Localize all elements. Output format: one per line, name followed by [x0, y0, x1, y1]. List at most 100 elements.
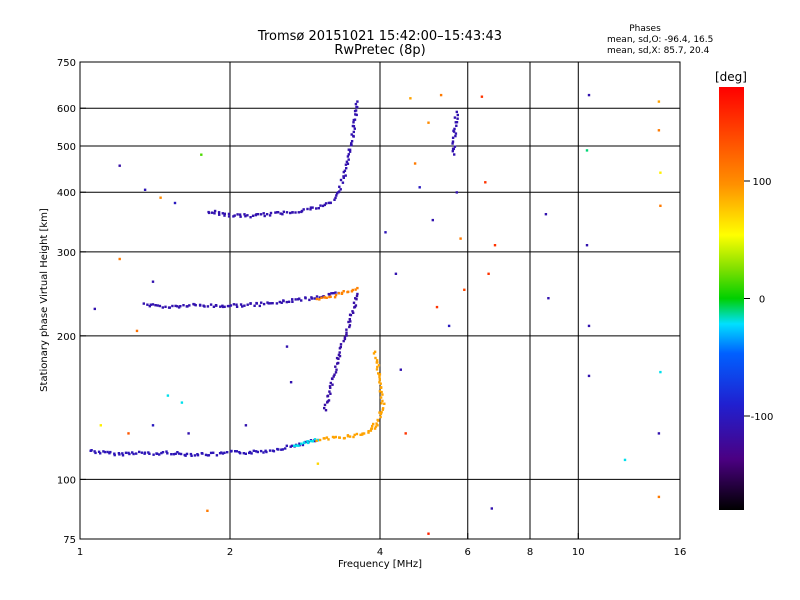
trace-point	[176, 305, 179, 308]
trace-point	[215, 454, 219, 457]
scatter-point	[180, 401, 184, 404]
trace-point	[340, 291, 344, 295]
scatter-point	[135, 329, 139, 333]
trace-point	[251, 214, 255, 217]
trace-point	[235, 450, 238, 453]
scatter-point	[484, 181, 487, 184]
trace-point	[269, 302, 272, 305]
trace-point	[135, 452, 138, 455]
scatter-point	[659, 204, 662, 207]
trace-point	[376, 424, 379, 427]
trace-point	[302, 208, 305, 211]
trace-point	[232, 215, 235, 218]
trace-point	[226, 304, 230, 308]
y-tick-label: 400	[57, 188, 76, 199]
trace-point	[256, 213, 260, 216]
trace-point	[352, 311, 355, 314]
trace-point	[331, 383, 334, 386]
trace-point	[174, 304, 177, 308]
trace-point	[354, 297, 357, 300]
trace-point	[219, 305, 222, 308]
x-axis-ticks: 1 2 4 6 8 10 16	[77, 533, 686, 558]
scatter-point	[659, 171, 662, 174]
y-axis-label: Stationary phase Virtual Height [km]	[39, 208, 50, 392]
y-tick-label: 600	[57, 104, 76, 115]
trace-point	[239, 452, 242, 455]
trace-point	[268, 449, 272, 452]
trace-point	[269, 211, 273, 215]
trace-point	[328, 390, 331, 393]
trace-point	[262, 451, 265, 454]
trace-point	[335, 368, 338, 371]
trace-point	[344, 174, 347, 177]
trace-point	[166, 452, 169, 455]
trace-point	[227, 212, 231, 216]
trace-point	[338, 436, 341, 439]
trace-point	[275, 302, 279, 305]
scatter-point	[455, 191, 458, 194]
trace-point	[309, 439, 312, 443]
trace-point	[343, 436, 346, 440]
colorbar	[719, 87, 744, 510]
trace-point	[149, 303, 152, 306]
trace-point	[371, 424, 374, 428]
scatter-point	[285, 345, 289, 348]
trace-point	[352, 134, 355, 138]
trace-point	[343, 169, 347, 172]
trace-point	[356, 100, 359, 103]
trace-point	[383, 402, 386, 405]
x-tick-label: 4	[377, 547, 383, 558]
trace-point	[232, 303, 236, 306]
y-tick-label: 500	[57, 142, 76, 153]
trace-point	[376, 361, 379, 364]
trace-point	[102, 450, 105, 453]
scatter-point	[544, 213, 548, 216]
trace-point	[328, 385, 332, 388]
trace-point	[348, 318, 351, 321]
stats-line-o: mean, sd,O: -96.4, 16.5	[607, 35, 713, 45]
trace-point	[306, 207, 309, 211]
trace-point	[267, 302, 270, 305]
trace-point	[367, 431, 370, 434]
trace-point	[311, 206, 314, 209]
trace-point	[339, 188, 342, 191]
plot-grid	[80, 62, 680, 539]
trace-point	[338, 190, 341, 193]
scatter-point	[206, 509, 209, 512]
trace-point	[350, 133, 353, 136]
trace-point	[352, 435, 355, 439]
trace-point	[315, 439, 318, 442]
trace-point	[143, 451, 147, 454]
trace-point	[256, 450, 259, 454]
scatter-point	[99, 424, 102, 427]
trace-point	[223, 305, 226, 308]
trace-point	[350, 143, 353, 146]
trace-point	[452, 147, 455, 151]
trace-point	[212, 305, 216, 308]
trace-point	[246, 214, 249, 217]
trace-point	[227, 215, 231, 218]
trace-point	[234, 450, 237, 453]
trace-point	[306, 441, 310, 445]
trace-point	[372, 352, 376, 355]
trace-point	[103, 450, 107, 454]
trace-point	[451, 150, 454, 153]
trace-point	[374, 425, 378, 428]
trace-point	[352, 121, 355, 124]
trace-point	[342, 176, 345, 179]
colorbar-tick-label: -100	[751, 412, 774, 423]
trace-point	[333, 296, 337, 299]
trace-point	[353, 127, 356, 130]
trace-point	[376, 418, 379, 422]
colorbar-ticks: 100 0 -100	[744, 177, 773, 423]
trace-point	[326, 395, 329, 398]
trace-point	[182, 304, 185, 307]
trace-point	[353, 118, 357, 121]
trace-point	[323, 437, 326, 440]
trace-point	[361, 432, 364, 435]
trace-point	[377, 364, 381, 367]
trace-point	[230, 449, 233, 453]
trace-point	[379, 386, 383, 389]
trace-point	[316, 438, 320, 442]
trace-point	[238, 213, 242, 216]
